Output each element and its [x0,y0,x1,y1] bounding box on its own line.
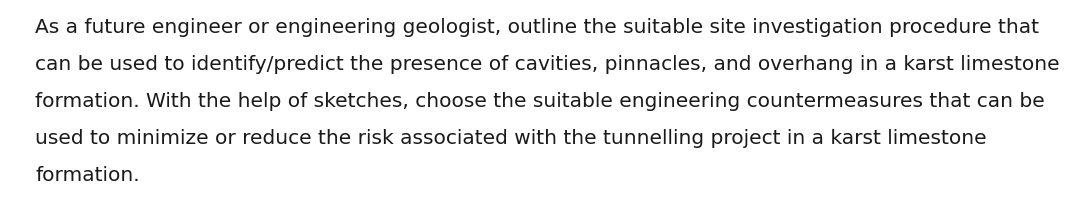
Text: used to minimize or reduce the risk associated with the tunnelling project in a : used to minimize or reduce the risk asso… [35,129,987,148]
Text: formation. With the help of sketches, choose the suitable engineering countermea: formation. With the help of sketches, ch… [35,92,1044,111]
Text: formation.: formation. [35,166,139,185]
Text: can be used to identify/predict the presence of cavities, pinnacles, and overhan: can be used to identify/predict the pres… [35,55,1059,74]
Text: As a future engineer or engineering geologist, outline the suitable site investi: As a future engineer or engineering geol… [35,18,1039,37]
